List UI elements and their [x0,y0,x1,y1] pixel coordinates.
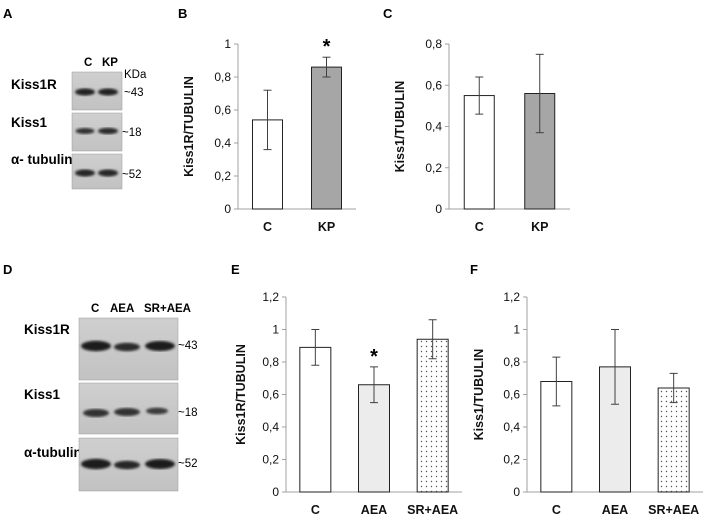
blot-band [75,88,95,96]
y-tick-label: 0,8 [503,355,520,369]
blot-band [145,459,175,469]
blot-d-size-label: ~43 [178,340,198,352]
blot-d-size-label: ~52 [178,458,198,470]
blot-band [81,458,111,470]
blot-band [81,340,111,352]
blot-d-lane-label: AEA [110,303,134,315]
y-tick-label: 0,6 [503,388,520,402]
y-tick-label: 0 [513,485,520,499]
blot-band [114,342,140,352]
blot-band [145,341,175,351]
y-tick-label: 0,8 [425,37,442,51]
y-tick-label: 0 [272,485,279,499]
blot-d-size-label: ~18 [178,407,198,419]
blot-band [146,407,168,415]
y-tick-label: 0,8 [262,355,279,369]
blot-band [98,169,118,177]
blot-a-size-label: ~52 [122,169,142,181]
blot-band [98,88,118,96]
blot-a-size-label: ~18 [122,127,142,139]
panel-letter-e: E [231,262,240,277]
x-category-label: AEA [602,503,628,517]
y-tick-label: 0,6 [425,78,442,92]
x-category-label: C [263,220,272,234]
blot-a-lane-label: C [84,57,92,69]
y-tick-label: 0,6 [262,388,279,402]
blot-d-lane-label: SR+AEA [144,303,191,315]
chart-f: 0 0,2 0,4 0,6 0,8 1 1,2 Kiss1/TUBULIN C AEA SR+AEA [472,290,703,517]
y-axis-label: Kiss1/TUBULIN [393,81,407,173]
y-tick-label: 0 [224,202,231,216]
y-tick-label: 0,4 [214,136,231,150]
y-tick-label: 1 [272,323,279,337]
y-tick-label: 0,2 [425,161,442,175]
blot-d-row-label: Kiss1 [24,387,61,402]
blot-band [83,409,109,417]
y-tick-label: 0,8 [214,70,231,84]
blot-a-lane-label: KP [102,57,118,69]
y-tick-label: 0 [435,202,442,216]
western-blot-d: C AEA SR+AEA Kiss1R ~43 Kiss1 ~18 α-tubu… [24,303,198,492]
blot-a-row-label: α- tubulin [11,152,73,167]
panel-letter-c: C [383,6,393,21]
blot-band [98,127,118,135]
y-axis-label: Kiss1/TUBULIN [472,349,486,441]
x-category-label: C [552,503,561,517]
y-tick-label: 1,2 [262,290,279,304]
blot-d-row-label: Kiss1R [24,322,70,337]
y-axis-label: Kiss1R/TUBULIN [182,76,196,177]
y-tick-label: 1 [224,37,231,51]
bar [416,338,449,493]
western-blot-a: C KP KDa Kiss1R ~43 Kiss1 ~18 α- tubulin… [11,57,147,190]
x-category-label: AEA [361,503,387,517]
bar [657,387,690,493]
blot-d-row-label: α-tubulin [24,445,82,460]
blot-band [75,169,95,177]
y-axis-label: Kiss1R/TUBULIN [234,344,248,445]
blot-band [75,128,95,134]
y-tick-label: 0,2 [262,453,279,467]
y-tick-label: 0,4 [503,420,520,434]
bar [299,346,332,493]
blot-band [114,460,140,470]
significance-marker: * [370,346,378,368]
y-tick-label: 0,4 [425,120,442,134]
y-tick-label: 0,4 [262,420,279,434]
blot-a-row-label: Kiss1 [11,115,48,130]
x-category-label: KP [318,220,335,234]
x-category-label: C [311,503,320,517]
panel-letter-f: F [470,262,478,277]
x-category-label: C [475,220,484,234]
y-tick-label: 1 [513,323,520,337]
panel-letter-d: D [3,262,12,277]
significance-marker: * [323,36,331,58]
x-category-label: SR+AEA [407,503,458,517]
y-tick-label: 1,2 [503,290,520,304]
y-tick-label: 0,2 [214,169,231,183]
bar [311,66,342,210]
chart-b: 0 0,2 0,4 0,6 0,8 1 Kiss1R/TUBULIN C KP * [182,36,356,234]
y-tick-label: 0,6 [214,103,231,117]
x-category-label: KP [531,220,548,234]
panel-letter-a: A [3,6,13,21]
blot-a-row-label: Kiss1R [11,77,57,92]
x-category-label: SR+AEA [648,503,699,517]
blot-a-size-label: ~43 [124,87,144,99]
blot-a-kda-unit: KDa [124,69,147,81]
blot-d-lane-label: C [91,303,99,315]
blot-band [114,408,140,416]
y-tick-label: 0,2 [503,453,520,467]
chart-e: 0 0,2 0,4 0,6 0,8 1 1,2 Kiss1R/TUBULIN C AEA * SR+A… [234,290,462,517]
chart-c: 0 0,2 0,4 0,6 0,8 Kiss1/TUBULIN C KP [393,37,570,234]
panel-letter-b: B [178,6,187,21]
